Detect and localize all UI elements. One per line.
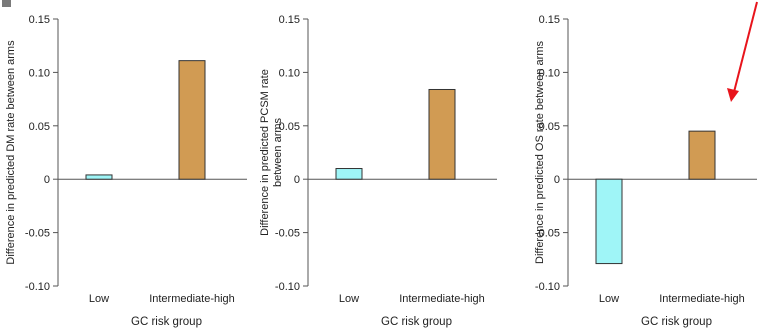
bar-low bbox=[595, 178, 623, 265]
bar-intermediate-high bbox=[178, 60, 206, 180]
y-tick-label: -0.05 bbox=[25, 228, 50, 240]
bar-low bbox=[85, 174, 113, 180]
y-tick-label: 0 bbox=[554, 174, 560, 186]
bar-low bbox=[335, 168, 363, 180]
x-category-label: Low bbox=[599, 293, 619, 305]
x-category-label: Intermediate-high bbox=[399, 293, 485, 305]
y-tick-label: 0 bbox=[294, 174, 300, 186]
bar-intermediate-high bbox=[688, 130, 716, 180]
y-tick-label: 0.10 bbox=[539, 67, 560, 79]
annotation-arrow-head bbox=[727, 88, 739, 102]
x-axis-title: GC risk group bbox=[381, 316, 452, 328]
y-axis-title-line: between arms bbox=[272, 117, 284, 187]
y-tick-label: -0.10 bbox=[25, 281, 50, 293]
y-tick-label: -0.05 bbox=[535, 228, 560, 240]
y-tick-label: 0.10 bbox=[29, 67, 50, 79]
y-axis-title: Difference in predicted OS rate between … bbox=[534, 41, 546, 264]
y-tick-label: 0.15 bbox=[539, 14, 560, 26]
y-tick-label: -0.10 bbox=[535, 281, 560, 293]
y-tick-label: -0.10 bbox=[275, 281, 300, 293]
x-category-label: Intermediate-high bbox=[659, 293, 745, 305]
chart-panel-1: 0.15 0.10 0.05 0 -0.05 -0.10 Low Intermediate-h… bbox=[5, 14, 247, 328]
y-tick-label: 0.05 bbox=[279, 121, 300, 133]
x-axis-title: GC risk group bbox=[641, 316, 712, 328]
y-tick-label: 0.15 bbox=[29, 14, 50, 26]
x-category-label: Intermediate-high bbox=[149, 293, 235, 305]
y-axis-title-line: Difference in predicted PCSM rate bbox=[259, 69, 271, 236]
x-category-label: Low bbox=[339, 293, 359, 305]
x-category-label: Low bbox=[89, 293, 109, 305]
y-tick-label: 0.15 bbox=[279, 14, 300, 26]
y-tick-label: 0.10 bbox=[279, 67, 300, 79]
chart-panel-3: 0.15 0.10 0.05 0 -0.05 -0.10 Low Intermediate-h… bbox=[534, 14, 757, 328]
x-axis-title: GC risk group bbox=[131, 316, 202, 328]
chart-panel-2: 0.15 0.10 0.05 0 -0.05 -0.10 Low Intermediate-h… bbox=[259, 14, 497, 328]
y-tick-label: -0.05 bbox=[275, 228, 300, 240]
y-axis-title: Difference in predicted DM rate between … bbox=[5, 40, 17, 265]
annotation-arrow-shaft bbox=[733, 1, 758, 93]
y-tick-label: 0.05 bbox=[29, 121, 50, 133]
y-tick-label: 0 bbox=[44, 174, 50, 186]
y-tick-label: 0.05 bbox=[539, 121, 560, 133]
bar-intermediate-high bbox=[428, 88, 456, 180]
y-axis-title: Difference in predicted PCSM ratebetween… bbox=[259, 69, 284, 236]
panel-marker bbox=[2, 0, 11, 7]
